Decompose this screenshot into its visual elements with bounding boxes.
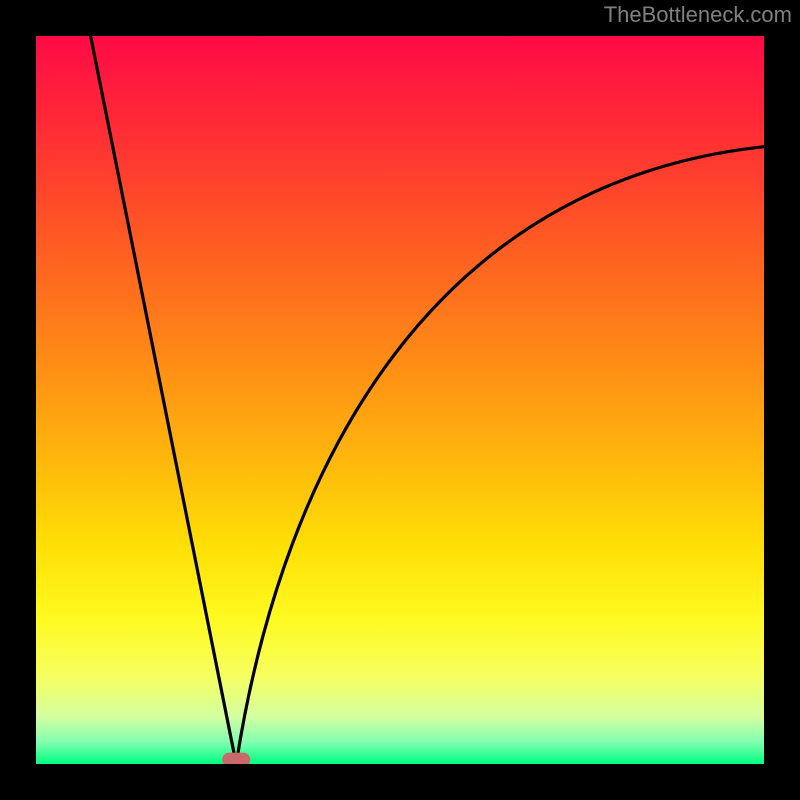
chart-container: TheBottleneck.com bbox=[0, 0, 800, 800]
plot-background bbox=[36, 36, 764, 764]
chart-svg bbox=[0, 0, 800, 800]
watermark-text: TheBottleneck.com bbox=[604, 2, 792, 28]
